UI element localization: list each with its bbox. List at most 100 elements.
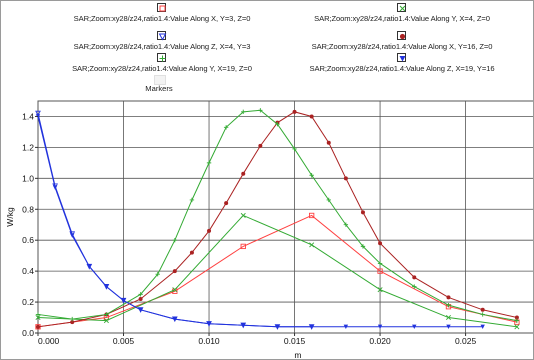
grid [38, 101, 533, 333]
data-point [258, 108, 263, 113]
data-point [446, 302, 451, 308]
y-tick-label: 0.8 [22, 204, 34, 214]
data-point [480, 307, 485, 312]
data-point [377, 268, 383, 274]
legend-label: SAR;Zoom:xy28/z24,ratio1.4:Value Along Z… [309, 64, 495, 73]
x-marker-icon [397, 3, 406, 12]
data-point [292, 146, 297, 152]
data-point [138, 296, 143, 301]
data-point [258, 143, 263, 148]
data-point [309, 324, 314, 330]
data-point [412, 324, 417, 330]
data-point [172, 287, 178, 293]
legend-label: SAR;Zoom:xy28/z24,ratio1.4:Value Along Y… [72, 64, 252, 73]
data-point [514, 315, 519, 320]
legend-label: SAR;Zoom:xy28/z24,ratio1.4:Value Along Y… [314, 14, 490, 23]
legend: SAR;Zoom:xy28/z24,ratio1.4:Value Along X… [1, 1, 533, 97]
markers-toggle[interactable] [154, 75, 166, 85]
open-square-marker-icon [157, 3, 166, 12]
data-point [292, 109, 297, 114]
data-point [104, 284, 109, 289]
legend-entry-y-x4[interactable]: SAR;Zoom:xy28/z24,ratio1.4:Value Along Y… [277, 3, 527, 23]
x-tick-label: 0.025 [455, 336, 477, 346]
legend-label: SAR;Zoom:xy28/z24,ratio1.4:Value Along Z… [73, 42, 251, 51]
filled-triangle-down-marker-icon [397, 53, 406, 62]
data-point [412, 284, 417, 289]
series-layer [35, 108, 520, 330]
data-point [121, 298, 126, 303]
plus-marker-icon [157, 53, 166, 62]
data-point [241, 171, 246, 176]
data-point [445, 315, 452, 321]
series-6 [35, 114, 485, 330]
legend-entry-y-x19[interactable]: SAR;Zoom:xy28/z24,ratio1.4:Value Along Y… [37, 53, 287, 73]
data-point [514, 318, 520, 323]
data-point [377, 324, 383, 330]
y-axis-title: W/kg [5, 207, 15, 227]
data-point [480, 312, 485, 317]
data-point [240, 243, 246, 250]
y-tick-label: 0.6 [22, 235, 34, 245]
data-point [223, 125, 229, 130]
data-point [224, 201, 229, 206]
data-point [155, 272, 160, 277]
data-point [514, 324, 520, 330]
data-point [172, 238, 178, 243]
legend-entry-x-y16[interactable]: SAR;Zoom:xy28/z24,ratio1.4:Value Along X… [277, 31, 527, 51]
legend-entry-z-x19y16[interactable]: SAR;Zoom:xy28/z24,ratio1.4:Value Along Z… [277, 53, 527, 73]
series-line [37, 109, 517, 322]
data-point [275, 324, 280, 330]
filled-circle-marker-icon [397, 31, 406, 40]
data-point [87, 264, 92, 269]
data-point [378, 241, 383, 246]
data-point [104, 312, 109, 317]
data-point [70, 320, 75, 325]
x-tick-label: 0.015 [284, 336, 306, 346]
data-point [189, 250, 194, 255]
markers-label: Markers [145, 84, 173, 93]
data-point [35, 312, 41, 317]
series-1 [35, 212, 520, 330]
series-2 [35, 212, 520, 330]
data-point [70, 233, 75, 238]
data-point [309, 242, 315, 248]
data-point [36, 324, 40, 329]
data-point [360, 210, 365, 215]
data-point [35, 315, 41, 321]
data-point [172, 269, 177, 274]
data-point [309, 212, 315, 219]
legend-entry-x-y3[interactable]: SAR;Zoom:xy28/z24,ratio1.4:Value Along X… [37, 3, 287, 23]
legend-label: SAR;Zoom:xy28/z24,ratio1.4:Value Along X… [311, 42, 493, 51]
data-point [377, 261, 383, 266]
y-tick-label: 0.0 [22, 328, 34, 338]
data-point [172, 316, 178, 322]
data-point [446, 295, 451, 300]
x-axis-title: m [294, 350, 301, 359]
x-tick-label: 0.005 [113, 336, 135, 346]
y-tick-label: 0.2 [22, 297, 34, 307]
data-point [412, 275, 417, 280]
data-point [480, 324, 485, 330]
y-tick-label: 1.0 [22, 173, 34, 183]
data-point [360, 244, 366, 249]
data-point [70, 316, 75, 322]
open-triangle-down-marker-icon [157, 31, 167, 41]
data-point [275, 122, 280, 127]
legend-entry-z-x4y3[interactable]: SAR;Zoom:xy28/z24,ratio1.4:Value Along Z… [37, 31, 287, 51]
data-point [343, 324, 349, 330]
data-point [326, 140, 331, 145]
data-point [138, 307, 143, 312]
y-tick-label: 1.4 [22, 111, 34, 121]
data-point [138, 292, 143, 297]
series-line [37, 214, 517, 328]
data-point [241, 323, 246, 328]
data-point [52, 185, 58, 190]
data-point [343, 176, 348, 181]
axis-ticks: 0.0 0.2 0.4 0.6 0.8 1.0 1.2 1.4 0.000 0.005 0.010 0… [22, 111, 476, 346]
data-point [241, 109, 246, 115]
data-point [207, 228, 212, 233]
data-point [377, 287, 383, 293]
data-point [206, 160, 212, 166]
